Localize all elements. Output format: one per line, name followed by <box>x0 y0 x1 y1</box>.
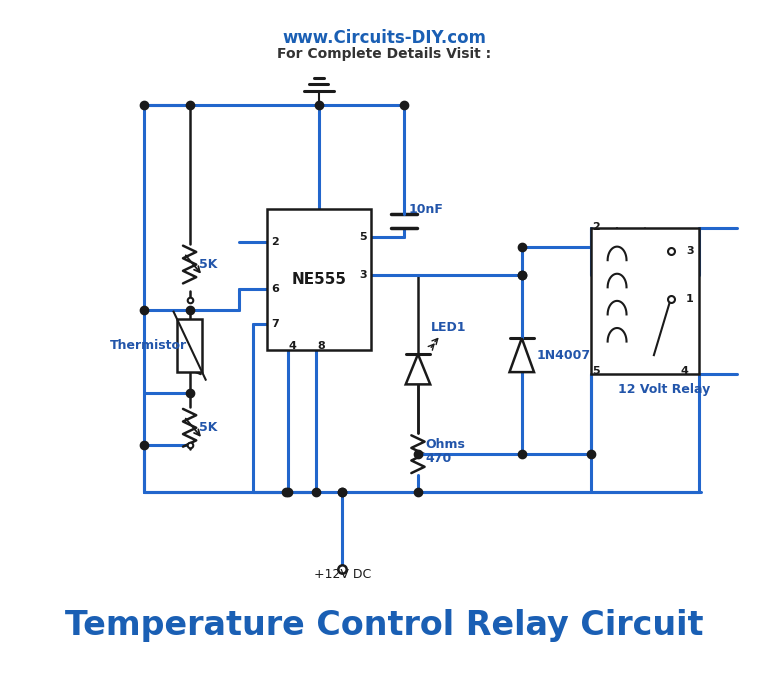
Text: 4: 4 <box>680 366 688 377</box>
Text: +12V DC: +12V DC <box>314 568 371 581</box>
Text: 10nF: 10nF <box>409 203 443 216</box>
Text: 5: 5 <box>593 366 600 377</box>
Polygon shape <box>509 338 534 372</box>
Text: Thermistor: Thermistor <box>109 339 187 352</box>
Text: LED1: LED1 <box>431 321 467 334</box>
Text: For Complete Details Visit :: For Complete Details Visit : <box>277 47 491 61</box>
Text: 1N4007: 1N4007 <box>537 349 591 362</box>
Text: Temperature Control Relay Circuit: Temperature Control Relay Circuit <box>65 609 703 642</box>
Text: 1: 1 <box>686 294 694 304</box>
Text: 4: 4 <box>289 341 296 351</box>
Text: 470: 470 <box>425 452 452 465</box>
Text: 6: 6 <box>271 284 279 294</box>
Bar <box>591 227 699 374</box>
Text: 5: 5 <box>359 232 367 242</box>
Text: 8: 8 <box>317 341 325 351</box>
Text: 5K: 5K <box>199 422 217 434</box>
Bar <box>267 209 371 351</box>
Text: 5K: 5K <box>199 258 217 271</box>
Text: 2: 2 <box>271 237 279 247</box>
Text: 2: 2 <box>593 223 601 232</box>
Polygon shape <box>406 354 430 384</box>
Text: 7: 7 <box>271 319 279 329</box>
Bar <box>177 319 202 372</box>
Text: Ohms: Ohms <box>425 439 465 452</box>
Text: 12 Volt Relay: 12 Volt Relay <box>617 383 710 396</box>
Text: NE555: NE555 <box>291 272 346 287</box>
Text: 3: 3 <box>359 270 367 280</box>
Text: www.Circuits-DIY.com: www.Circuits-DIY.com <box>282 29 486 47</box>
Text: 3: 3 <box>686 247 694 256</box>
